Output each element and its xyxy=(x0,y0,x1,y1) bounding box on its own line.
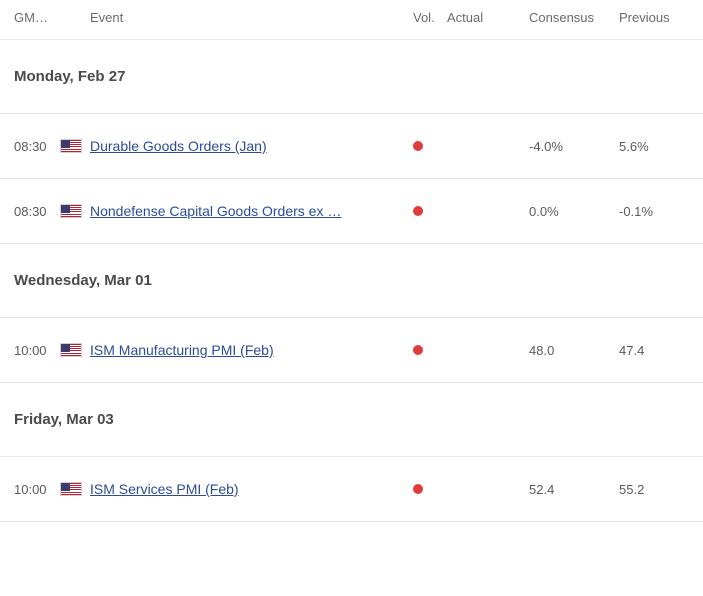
table-header-row: GM… Event Vol. Actual Consensus Previous xyxy=(0,0,703,40)
day-header-row: Monday, Feb 27 xyxy=(0,40,703,114)
col-header-previous: Previous xyxy=(619,10,689,25)
event-name-cell: ISM Manufacturing PMI (Feb) xyxy=(90,342,413,358)
col-header-consensus: Consensus xyxy=(529,10,619,25)
col-header-actual: Actual xyxy=(447,10,529,25)
event-name-cell: Durable Goods Orders (Jan) xyxy=(90,138,413,154)
event-row[interactable]: 08:30 Durable Goods Orders (Jan) -4.0%5.6% xyxy=(0,114,703,179)
event-time: 10:00 xyxy=(14,343,60,358)
event-country-flag xyxy=(60,204,90,218)
event-consensus: 52.4 xyxy=(529,482,619,497)
event-consensus: 48.0 xyxy=(529,343,619,358)
event-country-flag xyxy=(60,343,90,357)
event-link[interactable]: Nondefense Capital Goods Orders ex … xyxy=(90,203,370,219)
col-header-event: Event xyxy=(90,10,413,25)
event-row[interactable]: 10:00 ISM Manufacturing PMI (Feb) 48.047.4 xyxy=(0,318,703,383)
event-volatility xyxy=(413,206,447,216)
volatility-dot-icon xyxy=(413,206,423,216)
event-previous: 47.4 xyxy=(619,343,689,358)
flag-us-icon xyxy=(60,343,82,357)
event-country-flag xyxy=(60,139,90,153)
event-link[interactable]: ISM Services PMI (Feb) xyxy=(90,481,370,497)
event-consensus: 0.0% xyxy=(529,204,619,219)
event-volatility xyxy=(413,484,447,494)
flag-us-icon xyxy=(60,204,82,218)
day-header-row: Friday, Mar 03 xyxy=(0,383,703,457)
col-header-time: GM… xyxy=(14,10,60,25)
volatility-dot-icon xyxy=(413,345,423,355)
event-time: 08:30 xyxy=(14,204,60,219)
event-volatility xyxy=(413,141,447,151)
day-label: Friday, Mar 03 xyxy=(14,411,114,428)
flag-us-icon xyxy=(60,139,82,153)
event-time: 08:30 xyxy=(14,139,60,154)
day-label: Monday, Feb 27 xyxy=(14,68,125,85)
event-time: 10:00 xyxy=(14,482,60,497)
event-volatility xyxy=(413,345,447,355)
flag-us-icon xyxy=(60,482,82,496)
event-link[interactable]: Durable Goods Orders (Jan) xyxy=(90,138,370,154)
event-row[interactable]: 10:00 ISM Services PMI (Feb) 52.455.2 xyxy=(0,457,703,522)
event-row[interactable]: 08:30 Nondefense Capital Goods Orders ex … xyxy=(0,179,703,244)
event-previous: -0.1% xyxy=(619,204,689,219)
col-header-vol: Vol. xyxy=(413,10,447,25)
volatility-dot-icon xyxy=(413,141,423,151)
day-label: Wednesday, Mar 01 xyxy=(14,272,152,289)
event-previous: 5.6% xyxy=(619,139,689,154)
event-country-flag xyxy=(60,482,90,496)
volatility-dot-icon xyxy=(413,484,423,494)
event-name-cell: Nondefense Capital Goods Orders ex … xyxy=(90,203,413,219)
event-name-cell: ISM Services PMI (Feb) xyxy=(90,481,413,497)
event-link[interactable]: ISM Manufacturing PMI (Feb) xyxy=(90,342,370,358)
economic-calendar-table: GM… Event Vol. Actual Consensus Previous… xyxy=(0,0,703,522)
event-previous: 55.2 xyxy=(619,482,689,497)
day-header-row: Wednesday, Mar 01 xyxy=(0,244,703,318)
event-consensus: -4.0% xyxy=(529,139,619,154)
